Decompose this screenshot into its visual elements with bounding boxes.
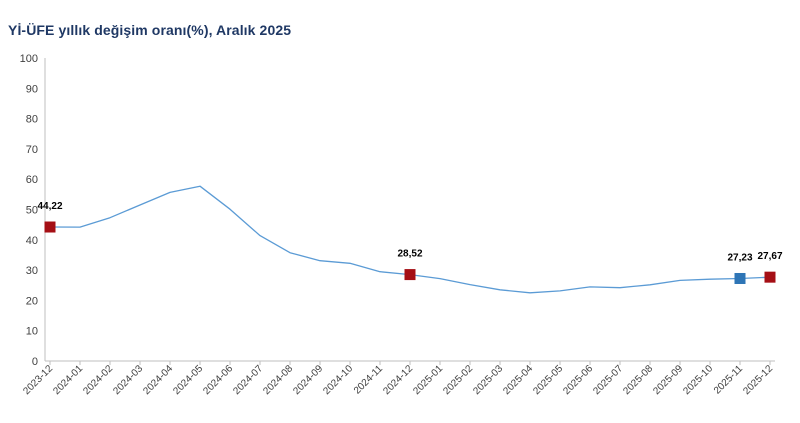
x-tick-label: 2025-09 xyxy=(651,363,685,397)
y-tick-label: 0 xyxy=(32,356,38,368)
data-label: 28,52 xyxy=(397,249,422,260)
x-tick-label: 2025-11 xyxy=(712,363,746,397)
highlight-marker xyxy=(44,221,56,233)
x-tick-label: 2024-08 xyxy=(261,363,295,397)
x-tick-label: 2024-07 xyxy=(231,363,265,397)
data-label: 44,22 xyxy=(37,201,62,212)
data-label: 27,23 xyxy=(727,252,752,263)
chart-title: Yİ-ÜFE yıllık değişim oranı(%), Aralık 2… xyxy=(8,22,292,38)
x-tick-label: 2025-05 xyxy=(531,363,565,397)
highlight-marker xyxy=(404,269,416,281)
x-tick-label: 2024-11 xyxy=(352,363,386,397)
x-tick-label: 2025-02 xyxy=(441,363,475,397)
x-tick-label: 2024-01 xyxy=(51,363,85,397)
x-tick-label: 2024-03 xyxy=(111,363,145,397)
y-tick-label: 100 xyxy=(20,53,38,65)
y-axis: 0 10 20 30 40 50 60 70 80 90 100 xyxy=(20,53,46,368)
y-tick-label: 60 xyxy=(26,174,38,186)
x-tick-label: 2025-10 xyxy=(681,363,715,397)
y-tick-label: 80 xyxy=(26,114,38,126)
x-tick-label: 2024-12 xyxy=(381,363,415,397)
x-tick-label: 2024-05 xyxy=(171,363,205,397)
x-tick-label: 2025-04 xyxy=(501,363,535,397)
x-tick-label: 2025-08 xyxy=(621,363,655,397)
x-tick-label: 2025-07 xyxy=(591,363,625,397)
y-tick-label: 70 xyxy=(26,144,38,156)
highlight-markers: 44,22 28,52 27,23 27,67 xyxy=(37,201,783,284)
x-tick-label: 2023-12 xyxy=(21,363,55,397)
y-tick-label: 50 xyxy=(26,205,38,217)
highlight-marker xyxy=(734,272,746,284)
x-tick-label: 2025-01 xyxy=(411,363,445,397)
x-tick-label: 2024-02 xyxy=(81,363,115,397)
data-label: 27,67 xyxy=(757,251,782,262)
x-tick-label: 2024-10 xyxy=(321,363,355,397)
y-tick-label: 30 xyxy=(26,265,38,277)
y-tick-label: 20 xyxy=(26,295,38,307)
x-tick-label: 2025-03 xyxy=(471,363,505,397)
x-tick-label: 2024-06 xyxy=(201,363,235,397)
x-axis: 2023-122024-012024-022024-032024-042024-… xyxy=(21,360,775,397)
x-tick-label: 2024-09 xyxy=(291,363,325,397)
x-tick-label: 2025-06 xyxy=(561,363,595,397)
x-tick-label: 2025-12 xyxy=(741,363,775,397)
y-tick-label: 40 xyxy=(26,235,38,247)
highlight-marker xyxy=(764,271,776,283)
x-tick-label: 2024-04 xyxy=(141,363,175,397)
y-tick-label: 10 xyxy=(26,326,38,338)
y-tick-label: 90 xyxy=(26,83,38,95)
